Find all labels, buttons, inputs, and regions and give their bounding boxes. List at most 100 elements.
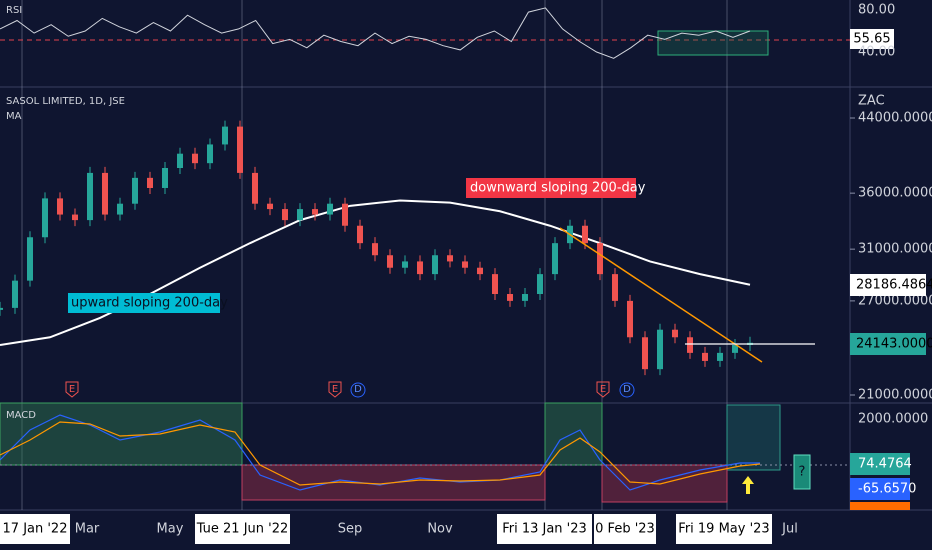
candle [207, 144, 213, 164]
candle [672, 329, 678, 338]
annotation-bg [466, 178, 636, 198]
macd-line-value: -65.6570 [858, 482, 916, 497]
candle [342, 203, 348, 226]
question-mark: ? [799, 465, 806, 480]
macd-tag [850, 453, 910, 475]
ma-tag [850, 274, 926, 296]
time-tag [497, 514, 592, 544]
time-label: 0 Feb '23 [595, 522, 655, 537]
candle [687, 337, 693, 353]
candle [402, 261, 408, 268]
annotation: upward sloping 200-day [71, 296, 228, 311]
event-marker [596, 381, 610, 398]
ma-tag-label: 28186.4864 [856, 278, 932, 293]
time-label: Tue 21 Jun '22 [196, 522, 289, 537]
time-axis [0, 511, 932, 550]
candle [27, 237, 33, 281]
candle [327, 203, 333, 215]
arrow-up [742, 476, 754, 494]
time-tag [195, 514, 290, 544]
event-marker [65, 381, 79, 398]
candle [357, 225, 363, 244]
candle [132, 177, 138, 204]
rsi-tick-label: 80.00 [858, 3, 895, 18]
candle [522, 294, 528, 301]
candle [222, 126, 228, 145]
candle [372, 243, 378, 256]
macd-tag [850, 502, 910, 510]
candle [297, 209, 303, 221]
macd-bull-zone [544, 402, 603, 466]
candle [417, 261, 423, 275]
macd-top-tick: 2000.0000 [858, 412, 928, 427]
event-marker [350, 382, 366, 398]
candle [657, 329, 663, 370]
trendline [559, 227, 763, 363]
time-label: 17 Jan '22 [3, 522, 68, 537]
candle [117, 203, 123, 215]
candle [57, 198, 63, 215]
macd-bear-zone [601, 464, 728, 503]
macd-bull-zone [0, 402, 243, 466]
time-tag [0, 514, 70, 544]
candle [387, 255, 393, 268]
candle [552, 243, 558, 275]
candle [162, 168, 168, 188]
macd-target-zone [726, 404, 781, 471]
annotation: downward sloping 200-day [470, 181, 646, 196]
candle [0, 307, 3, 310]
macd-label: MACD [6, 410, 36, 421]
price-tag [850, 333, 926, 355]
candle [717, 352, 723, 361]
candle [537, 274, 543, 295]
candle [192, 153, 198, 164]
candle [642, 337, 648, 370]
rsi-tick-label: 40.00 [858, 45, 895, 60]
time-label: Mar [75, 522, 100, 537]
candle [597, 243, 603, 275]
candle [492, 274, 498, 295]
candle [252, 172, 258, 204]
candle [12, 280, 18, 308]
candle [87, 172, 93, 221]
annotation-bg [68, 293, 220, 313]
candle [462, 261, 468, 268]
symbol-title: SASOL LIMITED, 1D, JSE [6, 96, 125, 107]
macd-tag [850, 478, 910, 500]
ma-label: MA [6, 111, 22, 122]
rsi-label: RSI [6, 5, 22, 16]
time-label: Fri 13 Jan '23 [502, 522, 587, 537]
candle [627, 300, 633, 338]
event-label: E [332, 384, 338, 395]
macd-hist-value: 74.4764 [858, 457, 912, 472]
candle [582, 225, 588, 244]
candle [177, 153, 183, 169]
candle [267, 203, 273, 210]
rsi-current: 55.65 [853, 32, 890, 47]
candle [282, 209, 288, 221]
event-label: D [354, 384, 362, 395]
rsi-box [657, 30, 769, 56]
candle [732, 344, 738, 353]
time-tag [594, 514, 656, 544]
candle [432, 255, 438, 275]
y-tick-label: 31000.0000 [858, 242, 932, 257]
time-label: Sep [338, 522, 363, 537]
candle [702, 352, 708, 361]
price-tag-label: 24143.0000 [856, 337, 932, 352]
rsi-line [0, 7, 751, 59]
candle [237, 126, 243, 173]
time-label: May [157, 522, 184, 537]
time-label: Fri 19 May '23 [678, 522, 769, 537]
candle [42, 198, 48, 238]
event-label: E [69, 384, 75, 395]
signal-line [0, 421, 761, 486]
event-marker [619, 382, 635, 398]
y-tick-label: 44000.0000 [858, 111, 932, 126]
candle [102, 172, 108, 215]
y-tick-label: 27000.0000 [858, 293, 932, 308]
y-tick-label: 21000.0000 [858, 388, 932, 403]
